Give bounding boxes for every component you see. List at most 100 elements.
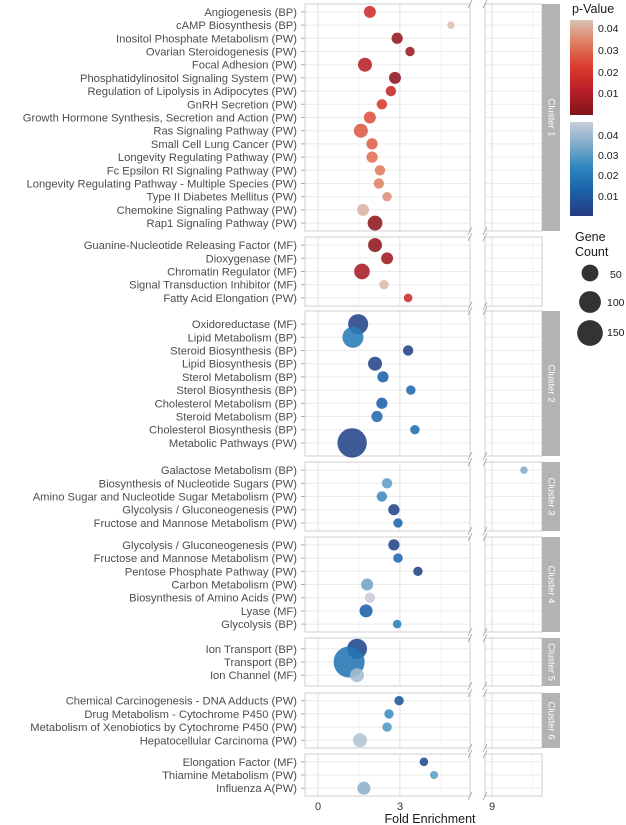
y-tick-label: Guanine-Nucleotide Releasing Factor (MF) — [84, 240, 298, 252]
bubble-point — [342, 326, 364, 348]
y-tick-label: Fructose and Mannose Metabolism (PW) — [94, 553, 298, 565]
axis-break-mark — [482, 457, 488, 467]
y-tick-label: Longevity Regulating Pathway - Multiple … — [27, 179, 298, 191]
panel-background — [305, 693, 470, 748]
bubble-point — [388, 504, 400, 516]
cluster-strip — [542, 537, 560, 632]
bubble-point — [361, 578, 374, 591]
axis-break-mark — [482, 688, 488, 698]
axis-break-mark — [467, 0, 473, 9]
y-tick-label: Phosphatidylinositol Signaling System (P… — [80, 73, 297, 85]
panel-4: Galactose Metabolism (BP)Biosynthesis of… — [33, 457, 560, 536]
y-tick-label: Sterol Metabolism (BP) — [182, 372, 297, 384]
bubble-point — [357, 57, 372, 72]
cluster-strip — [542, 462, 560, 531]
gene-count-legend-title-line2: Count — [575, 245, 609, 259]
bubble-point — [377, 371, 389, 383]
axis-break-mark — [482, 451, 488, 461]
red-tick-0.04: 0.04 — [598, 23, 619, 35]
y-tick-label: Small Cell Lung Cancer (PW) — [151, 139, 297, 151]
axis-break-mark — [482, 532, 488, 542]
axis-break-mark — [482, 633, 488, 643]
panel-border — [484, 753, 543, 797]
bubble-point — [392, 619, 402, 629]
y-tick-label: Glycolysis / Gluconeogenesis (PW) — [122, 540, 297, 552]
bubble-point — [364, 592, 376, 603]
y-tick-label: Biosynthesis of Nucleotide Sugars (PW) — [99, 478, 298, 490]
axis-break-mark — [467, 306, 473, 316]
panel-7: Chemical Carcinogenesis - DNA Adducts (P… — [30, 688, 560, 753]
gene-count-label-150: 150 — [607, 327, 625, 339]
panel-8: Elongation Factor (MF)Thiamine Metabolis… — [162, 749, 543, 801]
bubble-point — [367, 215, 383, 231]
axis-break-mark — [467, 526, 473, 536]
y-tick-label: Biosynthesis of Amino Acids (PW) — [129, 593, 297, 605]
gene-count-legend-circle — [581, 264, 599, 282]
bubble-point — [406, 385, 416, 395]
axis-break-mark — [467, 749, 473, 759]
y-tick-label: Steroid Biosynthesis (BP) — [170, 346, 297, 358]
bubble-point — [447, 21, 455, 29]
plot-panels: Angiogenesis (BP)cAMP Biosynthesis (BP)I… — [23, 0, 560, 801]
blue-colorbar — [570, 122, 593, 216]
axis-break-mark — [482, 627, 488, 637]
bubble-point — [357, 203, 370, 216]
y-tick-label: Growth Hormone Synthesis, Secretion and … — [23, 113, 297, 125]
axis-break-mark — [482, 0, 488, 9]
y-tick-label: Cholesterol Metabolism (BP) — [155, 398, 298, 410]
y-tick-label: Lyase (MF) — [241, 606, 297, 618]
y-tick-label: Chemokine Signaling Pathway (PW) — [117, 205, 298, 217]
y-tick-label: Focal Adhesion (PW) — [192, 60, 297, 72]
axis-break-mark — [467, 532, 473, 542]
blue-tick-0.03: 0.03 — [598, 150, 619, 162]
bubble-point — [374, 165, 386, 176]
axis-break-mark — [482, 681, 488, 691]
y-tick-label: Metabolic Pathways (PW) — [169, 438, 297, 450]
panel-background — [485, 693, 542, 748]
axis-break-mark — [467, 633, 473, 643]
bubble-point — [419, 757, 429, 767]
y-tick-label: Oxidoreductase (MF) — [192, 319, 297, 331]
gene-count-label-50: 50 — [610, 269, 622, 281]
bubble-point — [353, 123, 368, 138]
blue-tick-0.04: 0.04 — [598, 130, 619, 142]
cluster-strip — [542, 638, 560, 686]
panel-background — [485, 311, 542, 456]
axis-break-mark — [467, 232, 473, 242]
cluster-strip — [542, 311, 560, 456]
y-tick-label: cAMP Biosynthesis (BP) — [176, 20, 297, 32]
y-tick-label: Hepatocellular Carcinoma (PW) — [140, 735, 298, 747]
bubble-point — [376, 491, 388, 502]
axis-break-mark — [482, 301, 488, 311]
y-tick-label: Steroid Metabolism (BP) — [176, 412, 298, 424]
cluster-strip-label: Cluster 2 — [545, 364, 556, 402]
x-axis-title: Fold Enrichment — [384, 812, 476, 825]
axis-break-mark — [482, 526, 488, 536]
panel-2: Guanine-Nucleotide Releasing Factor (MF)… — [84, 232, 543, 311]
bubble-point — [376, 397, 388, 409]
x-tick-label-0: 0 — [315, 801, 321, 813]
y-tick-label: Dioxygenase (MF) — [206, 253, 298, 265]
panel-3: Oxidoreductase (MF)Lipid Metabolism (BP)… — [149, 306, 560, 461]
bubble-point — [405, 46, 415, 57]
y-tick-label: Ion Channel (MF) — [210, 670, 297, 682]
bubble-point — [388, 539, 400, 551]
y-tick-label: Longevity Regulating Pathway (PW) — [118, 152, 297, 164]
y-tick-label: Lipid Metabolism (BP) — [188, 332, 298, 344]
axis-break-mark — [482, 306, 488, 316]
y-tick-label: Inositol Phosphate Metabolism (PW) — [116, 33, 297, 45]
p-value-legend-title: p-Value — [572, 2, 614, 16]
bubble-point — [381, 252, 394, 265]
axis-break-mark — [467, 226, 473, 236]
bubble-point — [366, 138, 378, 150]
cluster-strip-label: Cluster 5 — [545, 643, 556, 681]
bubble-point — [382, 722, 392, 732]
axis-break-mark — [467, 451, 473, 461]
y-tick-label: Ras Signaling Pathway (PW) — [153, 126, 297, 138]
y-tick-label: GnRH Secretion (PW) — [187, 99, 297, 111]
x-tick-label-3: 3 — [397, 801, 403, 813]
y-tick-label: Glycolysis / Gluconeogenesis (PW) — [122, 505, 297, 517]
axis-break-mark — [467, 743, 473, 753]
bubble-point — [337, 428, 367, 458]
axis-break-mark — [482, 743, 488, 753]
